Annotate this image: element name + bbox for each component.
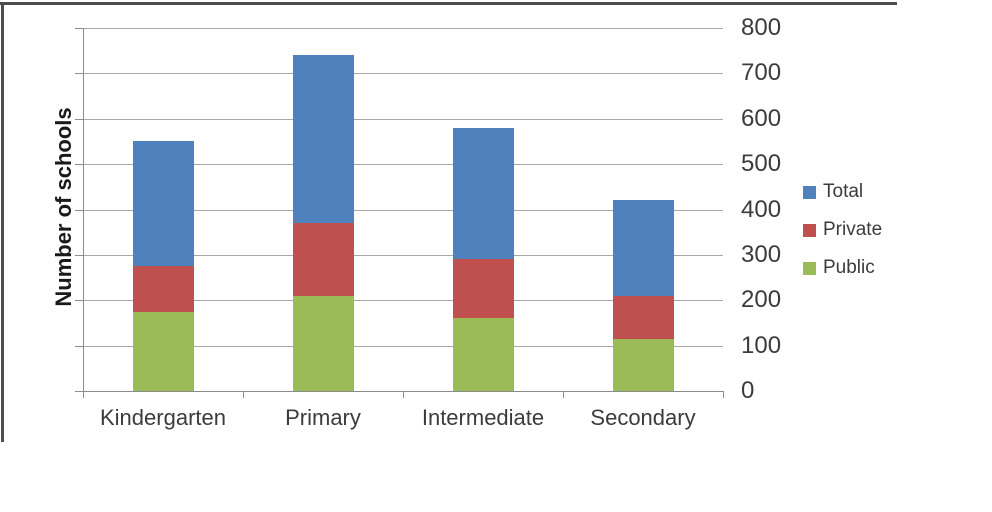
y-tick-0 (75, 391, 83, 392)
bar-primary-private (293, 223, 354, 296)
x-label-kindergarten: Kindergarten (100, 405, 226, 430)
y-tick-500 (75, 164, 83, 165)
legend-item-total: Total (803, 179, 863, 205)
x-label-secondary: Secondary (590, 405, 696, 430)
bar-secondary-public (613, 338, 674, 391)
gridline-200 (83, 300, 723, 301)
gridline-500 (83, 164, 723, 165)
bar-intermediate-private (453, 259, 514, 319)
y-tick-label-500: 500 (741, 150, 782, 177)
gridline-300 (83, 255, 723, 256)
y-tick-800 (75, 28, 83, 29)
legend-item-public: Public (803, 255, 875, 281)
gridline-800 (83, 28, 723, 29)
y-axis-title: Number of schools (51, 107, 76, 307)
y-tick-label-800: 800 (741, 14, 782, 41)
y-tick-400 (75, 210, 83, 211)
legend-swatch-public (803, 261, 816, 275)
x-tick-4 (723, 391, 724, 398)
y-tick-label-100: 100 (741, 332, 782, 359)
border-left-line (1, 2, 4, 442)
bar-primary-total (293, 55, 354, 224)
y-tick-700 (75, 73, 83, 74)
x-tick-0 (83, 391, 84, 398)
legend-swatch-total (803, 185, 816, 199)
bar-kindergarten-public (133, 311, 194, 391)
bar-primary-public (293, 295, 354, 391)
y-axis-line (83, 28, 84, 392)
legend-label-private: Private (823, 219, 883, 240)
x-tick-2 (403, 391, 404, 398)
y-tick-label-600: 600 (741, 105, 782, 132)
y-tick-600 (75, 119, 83, 120)
bar-secondary-private (613, 295, 674, 339)
y-tick-label-200: 200 (741, 286, 782, 313)
legend-swatch-private (803, 223, 816, 237)
bar-kindergarten-total (133, 141, 194, 267)
bar-kindergarten-private (133, 266, 194, 312)
y-tick-100 (75, 346, 83, 347)
y-tick-label-0: 0 (741, 377, 755, 404)
x-label-intermediate: Intermediate (421, 405, 545, 430)
legend-item-private: Private (803, 217, 882, 243)
y-tick-300 (75, 255, 83, 256)
x-label-primary: Primary (285, 405, 361, 430)
bar-intermediate-total (453, 127, 514, 260)
legend-label-total: Total (823, 181, 864, 202)
y-tick-200 (75, 300, 83, 301)
y-tick-label-700: 700 (741, 59, 782, 86)
gridline-100 (83, 346, 723, 347)
bar-intermediate-public (453, 318, 514, 391)
border-top-line (0, 2, 897, 5)
bar-secondary-total (613, 200, 674, 296)
legend-label-public: Public (823, 257, 875, 278)
gridline-600 (83, 119, 723, 120)
gridline-700 (83, 73, 723, 74)
y-tick-label-300: 300 (741, 241, 782, 268)
y-tick-label-400: 400 (741, 196, 782, 223)
x-tick-3 (563, 391, 564, 398)
x-tick-1 (243, 391, 244, 398)
gridline-400 (83, 210, 723, 211)
